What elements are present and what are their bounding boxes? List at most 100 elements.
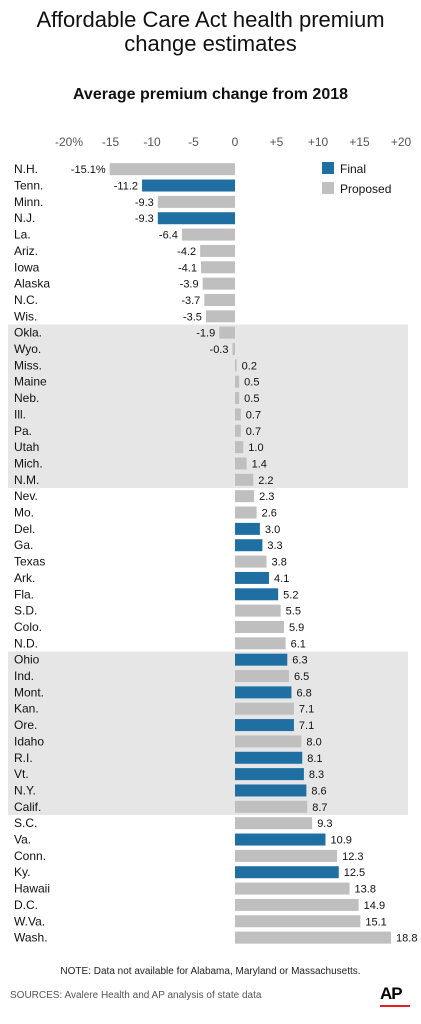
value-label: -4.1: [178, 262, 197, 274]
value-label: 15.1: [365, 916, 386, 928]
state-label: Colo.: [14, 620, 42, 634]
state-label: Nev.: [14, 489, 38, 503]
state-label: N.D.: [14, 636, 38, 650]
title-line-2: change estimates: [124, 31, 297, 56]
title-line-1: Affordable Care Act health premium: [36, 7, 385, 32]
state-label: Wis.: [14, 309, 37, 323]
value-label: 8.6: [311, 785, 326, 797]
bar: [235, 359, 237, 372]
value-label: -9.3: [135, 197, 154, 209]
bar: [235, 637, 286, 650]
bar: [235, 555, 267, 568]
bar: [235, 424, 241, 437]
value-label: -1.9: [196, 328, 215, 340]
state-label: Ky.: [14, 865, 30, 879]
bar: [109, 163, 235, 176]
state-label: Conn.: [14, 849, 46, 863]
state-label: N.C.: [14, 293, 38, 307]
value-label: 8.3: [309, 769, 324, 781]
legend-swatch: [322, 162, 334, 174]
value-label: 3.0: [265, 524, 280, 536]
bar: [181, 228, 235, 241]
state-label: N.Y.: [14, 783, 36, 797]
state-label: Iowa: [14, 260, 40, 274]
bar: [200, 244, 235, 257]
value-label: 3.8: [272, 557, 287, 569]
value-label: 13.8: [355, 884, 376, 896]
bar: [235, 392, 240, 405]
value-label: -3.9: [180, 279, 199, 291]
bar: [157, 212, 235, 225]
state-label: Mo.: [14, 506, 34, 520]
value-label: 12.5: [344, 867, 365, 879]
bar: [235, 539, 263, 552]
bar: [235, 473, 254, 486]
chart-subtitle: Average premium change from 2018: [72, 86, 349, 103]
value-label: 14.9: [364, 900, 385, 912]
value-label: 9.3: [317, 818, 332, 830]
state-label: Hawaii: [14, 882, 50, 896]
state-label: Vt.: [14, 767, 29, 781]
state-label: La.: [14, 228, 31, 242]
sources-text: SOURCES: Avalere Health and AP analysis …: [10, 990, 262, 1001]
state-label: Alaska: [14, 277, 50, 291]
bar: [235, 768, 304, 781]
state-label: Minn.: [14, 195, 43, 209]
x-tick-label: +15: [349, 135, 370, 149]
bar: [235, 571, 270, 584]
state-label: Ariz.: [14, 244, 38, 258]
bar: [235, 686, 292, 699]
bar: [235, 522, 260, 535]
bar: [142, 179, 235, 192]
value-label: 6.3: [292, 655, 307, 667]
state-label: Del.: [14, 522, 35, 536]
bar: [235, 882, 350, 895]
bar: [235, 506, 257, 519]
value-label: -4.2: [177, 246, 196, 258]
group-shading: [8, 324, 408, 815]
state-label: D.C.: [14, 898, 38, 912]
state-label: Wyo.: [14, 342, 41, 356]
bar: [235, 604, 281, 617]
state-label: Fla.: [14, 587, 34, 601]
state-label: R.I.: [14, 751, 33, 765]
x-tick-label: -20%: [55, 135, 83, 149]
bar: [235, 408, 241, 421]
state-label: Ark.: [14, 571, 35, 585]
legend-label: Final: [340, 162, 366, 176]
value-label: 12.3: [342, 851, 363, 863]
state-label: Mont.: [14, 685, 44, 699]
value-label: 3.3: [267, 540, 282, 552]
x-axis-ticks: -20% -15 -10 -5 0 +5 +10 +15 +20: [55, 135, 412, 149]
value-label: 5.5: [286, 606, 301, 618]
x-tick-label: +20: [391, 135, 412, 149]
value-label: 0.2: [242, 360, 257, 372]
x-tick-label: -15: [102, 135, 120, 149]
state-label: Ohio: [14, 653, 40, 667]
value-label: 6.8: [296, 687, 311, 699]
bar: [235, 457, 247, 470]
value-label: -9.3: [135, 213, 154, 225]
value-label: 18.8: [396, 933, 417, 945]
bar: [204, 293, 235, 306]
bar: [235, 441, 244, 454]
value-label: -6.4: [159, 230, 178, 242]
bar: [235, 866, 339, 879]
x-tick-label: -5: [188, 135, 199, 149]
value-label: -3.7: [181, 295, 200, 307]
value-label: 4.1: [274, 573, 289, 585]
bar: [232, 343, 235, 356]
bar: [235, 719, 294, 732]
x-tick-label: 0: [232, 135, 239, 149]
state-label: N.J.: [14, 211, 35, 225]
bar: [235, 653, 288, 666]
value-label: -0.3: [210, 344, 229, 356]
state-label: Miss.: [14, 358, 42, 372]
value-label: 6.1: [291, 638, 306, 650]
value-label: -15.1%: [71, 164, 106, 176]
value-label: 7.1: [299, 720, 314, 732]
state-label: Mich.: [14, 456, 43, 470]
value-label: 7.1: [299, 704, 314, 716]
state-label: Ga.: [14, 538, 33, 552]
state-label: Kan.: [14, 702, 39, 716]
